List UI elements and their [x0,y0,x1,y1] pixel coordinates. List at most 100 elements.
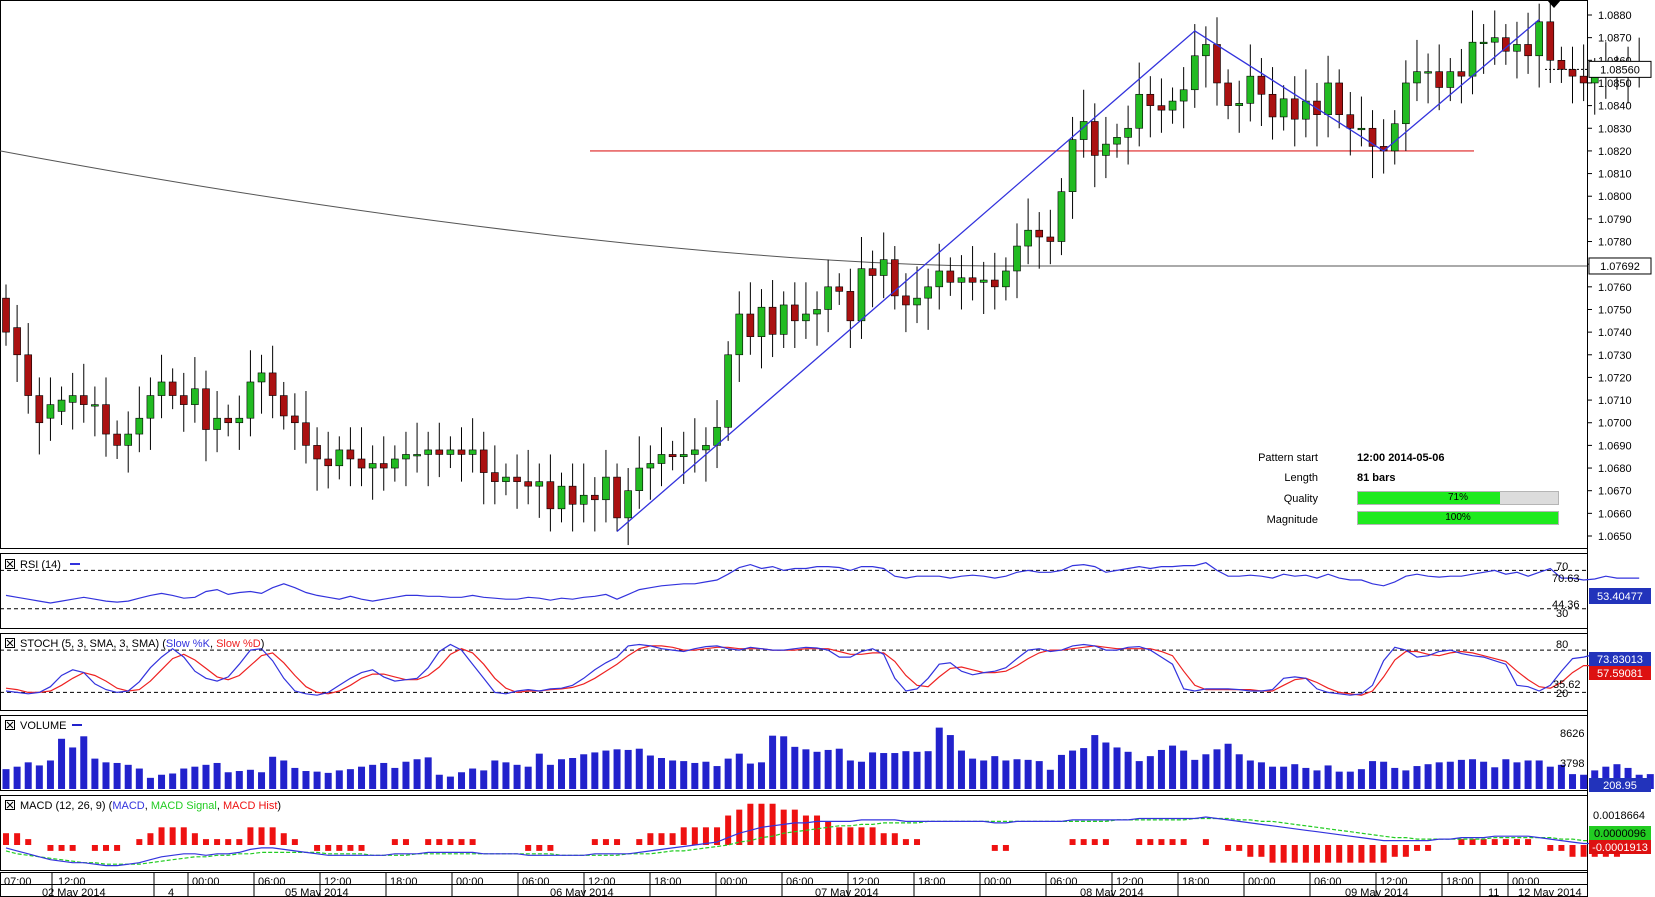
macd-hist-bar [1391,845,1398,857]
volume-axis-label-1: 8626 [1560,728,1584,740]
macd-hist-value-label: -0.0001913 [1592,842,1648,854]
volume-bar [1557,764,1565,789]
price-tick-label: 1.0810 [1598,169,1632,181]
price-tick-label: 1.0720 [1598,372,1632,384]
candle-body [1002,270,1010,288]
candle-body [1190,55,1199,91]
time-label: 18:00 [654,876,682,888]
volume-bar [1057,754,1065,789]
candle-body [902,295,910,306]
bear-candle [1290,76,1299,147]
macd-line [5,816,1640,867]
macd-hist-bar [702,827,709,845]
volume-bar [657,758,665,789]
macd-value-label: 0.0000096 [1594,828,1646,840]
volume-bar [2,769,10,789]
candle-body [757,306,766,337]
macd-hist-bar [225,839,232,845]
macd-hist-bar [1069,839,1076,845]
volume-bar [1535,760,1543,789]
time-label: 00:00 [1512,876,1540,888]
macd-hist-bar [1480,839,1487,845]
date-label: 4 [168,887,174,897]
macd-hist-bar [680,827,687,845]
time-label: 12:00 [852,876,880,888]
candle-body [113,433,121,446]
candle-body [168,381,177,396]
macd-hist-bar [402,839,409,845]
date-label: 06 May 2014 [550,887,614,897]
macd-hist-bar [825,821,832,845]
volume-bar [1369,761,1377,789]
bull-candle [1135,62,1144,147]
rsi-value-box [1589,588,1651,604]
bull-candle [1390,110,1399,165]
candle-body [1268,93,1277,118]
macd-value-box [1589,826,1651,840]
rsi-line [5,562,1640,604]
volume-bar [1180,750,1188,789]
rsi-axis-label-1: 70.63 [1552,573,1580,585]
bear-candle [1035,212,1044,269]
macd-hist-bar [814,815,821,845]
bear-candle [279,381,288,430]
macd-hist-bar [1258,845,1265,857]
bull-candle [124,411,133,473]
quality-bar-fill [1358,492,1500,504]
macd-hist-bar [1202,839,1209,845]
bear-candle [179,372,188,432]
date-label: 05 May 2014 [285,887,349,897]
bear-candle [1335,69,1343,129]
bear-candle [668,440,677,471]
volume-bar [735,753,743,789]
volume-bar [802,749,810,789]
date-label: 02 May 2014 [42,887,106,897]
volume-title: VOLUME [5,720,82,732]
bull-candle [391,445,399,482]
bull-candle [235,395,244,450]
bull-candle [1490,10,1499,65]
volume-bar [124,764,132,789]
volume-bar [1402,770,1410,789]
bear-candle [1146,76,1155,138]
pattern-zigzag [616,19,1540,532]
bull-candle [46,377,55,441]
macd-hist-bar [1369,845,1376,863]
macd-hist-bar [1291,845,1298,863]
volume-bar [1357,769,1365,789]
candle-body [668,454,677,458]
macd-hist-bar [847,827,854,845]
macd-hist-bar [769,803,776,845]
volume-bar [957,750,965,789]
volume-bar [1091,735,1099,789]
volume-bar [1513,762,1521,789]
volume-bar [458,772,466,789]
candle-body [746,313,755,337]
volume-bar [369,764,377,789]
macd-hist-bar [1313,845,1320,863]
rsi-title-text: RSI (14) [20,559,61,571]
rsi-level-low: 30 [1556,608,1568,620]
length-label: Length [1284,472,1318,484]
volume-bar [80,736,88,789]
volume-bar [1235,754,1243,789]
macd-hist-bar [14,833,21,845]
bull-candle [813,291,821,346]
price-tick-label: 1.0700 [1598,418,1632,430]
bear-candle [2,284,10,346]
time-label: 18:00 [1446,876,1474,888]
bear-candle [35,377,44,455]
candle-body [1357,127,1366,131]
rsi-level-high: 70 [1556,561,1568,573]
candle-body [602,476,610,501]
volume-bar [1580,774,1588,789]
volume-bar [935,727,943,789]
magnitude-value: 100% [1445,512,1471,523]
bear-candle [1224,69,1232,120]
candle-body [513,476,521,482]
volume-bar [246,769,254,789]
volume-bar [446,776,454,789]
stoch-plot [0,643,1595,696]
volume-bar [669,760,677,789]
candle-body [1535,21,1543,57]
